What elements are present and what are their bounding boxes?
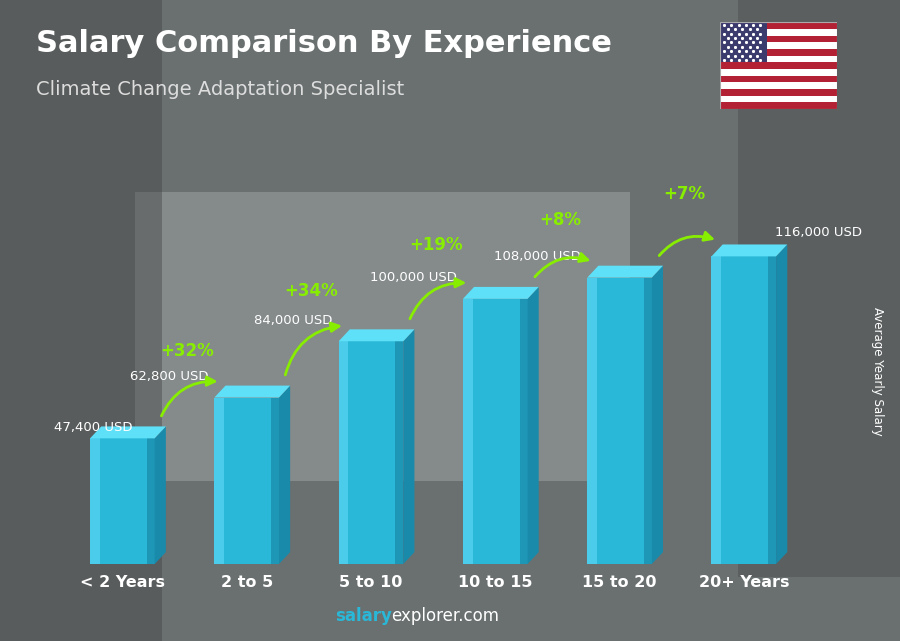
Text: 108,000 USD: 108,000 USD <box>494 250 581 263</box>
Bar <box>0 0 162 641</box>
Polygon shape <box>214 386 290 397</box>
Polygon shape <box>155 426 166 564</box>
Polygon shape <box>463 287 539 299</box>
Polygon shape <box>338 329 414 341</box>
Polygon shape <box>338 341 348 564</box>
Polygon shape <box>587 265 663 278</box>
Bar <box>720 96 837 103</box>
Bar <box>720 49 837 56</box>
Bar <box>720 22 767 62</box>
Polygon shape <box>214 397 224 564</box>
Polygon shape <box>271 397 279 564</box>
Polygon shape <box>90 438 100 564</box>
Bar <box>738 0 900 577</box>
Polygon shape <box>712 244 788 256</box>
Polygon shape <box>214 397 279 564</box>
Text: +32%: +32% <box>160 342 214 360</box>
Bar <box>720 62 837 69</box>
Bar <box>720 29 837 36</box>
Text: 84,000 USD: 84,000 USD <box>254 313 332 327</box>
Text: +8%: +8% <box>539 210 581 229</box>
Text: 47,400 USD: 47,400 USD <box>54 421 132 435</box>
Polygon shape <box>769 256 776 564</box>
Polygon shape <box>520 299 527 564</box>
Bar <box>720 22 837 29</box>
Polygon shape <box>527 287 539 564</box>
Bar <box>720 56 837 62</box>
Text: Climate Change Adaptation Specialist: Climate Change Adaptation Specialist <box>36 80 404 99</box>
Bar <box>720 103 837 109</box>
Bar <box>720 89 837 96</box>
Polygon shape <box>147 438 155 564</box>
Polygon shape <box>652 265 663 564</box>
Polygon shape <box>587 278 597 564</box>
Polygon shape <box>463 299 527 564</box>
Polygon shape <box>338 341 403 564</box>
Polygon shape <box>279 386 290 564</box>
Polygon shape <box>587 278 652 564</box>
Text: 62,800 USD: 62,800 USD <box>130 370 208 383</box>
Text: +19%: +19% <box>410 236 463 254</box>
Text: salary: salary <box>335 607 392 625</box>
Text: 100,000 USD: 100,000 USD <box>370 271 456 284</box>
Polygon shape <box>90 438 155 564</box>
Text: Salary Comparison By Experience: Salary Comparison By Experience <box>36 29 612 58</box>
Bar <box>135 192 630 481</box>
Polygon shape <box>90 426 166 438</box>
Bar <box>720 82 837 89</box>
Polygon shape <box>395 341 403 564</box>
Bar <box>720 36 837 42</box>
Polygon shape <box>712 256 776 564</box>
Polygon shape <box>776 244 788 564</box>
Text: explorer.com: explorer.com <box>392 607 500 625</box>
Polygon shape <box>712 256 721 564</box>
Bar <box>720 76 837 82</box>
Polygon shape <box>403 329 414 564</box>
Text: +34%: +34% <box>284 282 338 300</box>
Bar <box>720 69 837 76</box>
Text: +7%: +7% <box>663 185 706 203</box>
Polygon shape <box>644 278 652 564</box>
Polygon shape <box>463 299 473 564</box>
Bar <box>720 42 837 49</box>
Text: Average Yearly Salary: Average Yearly Salary <box>871 308 884 436</box>
Text: 116,000 USD: 116,000 USD <box>775 226 862 239</box>
